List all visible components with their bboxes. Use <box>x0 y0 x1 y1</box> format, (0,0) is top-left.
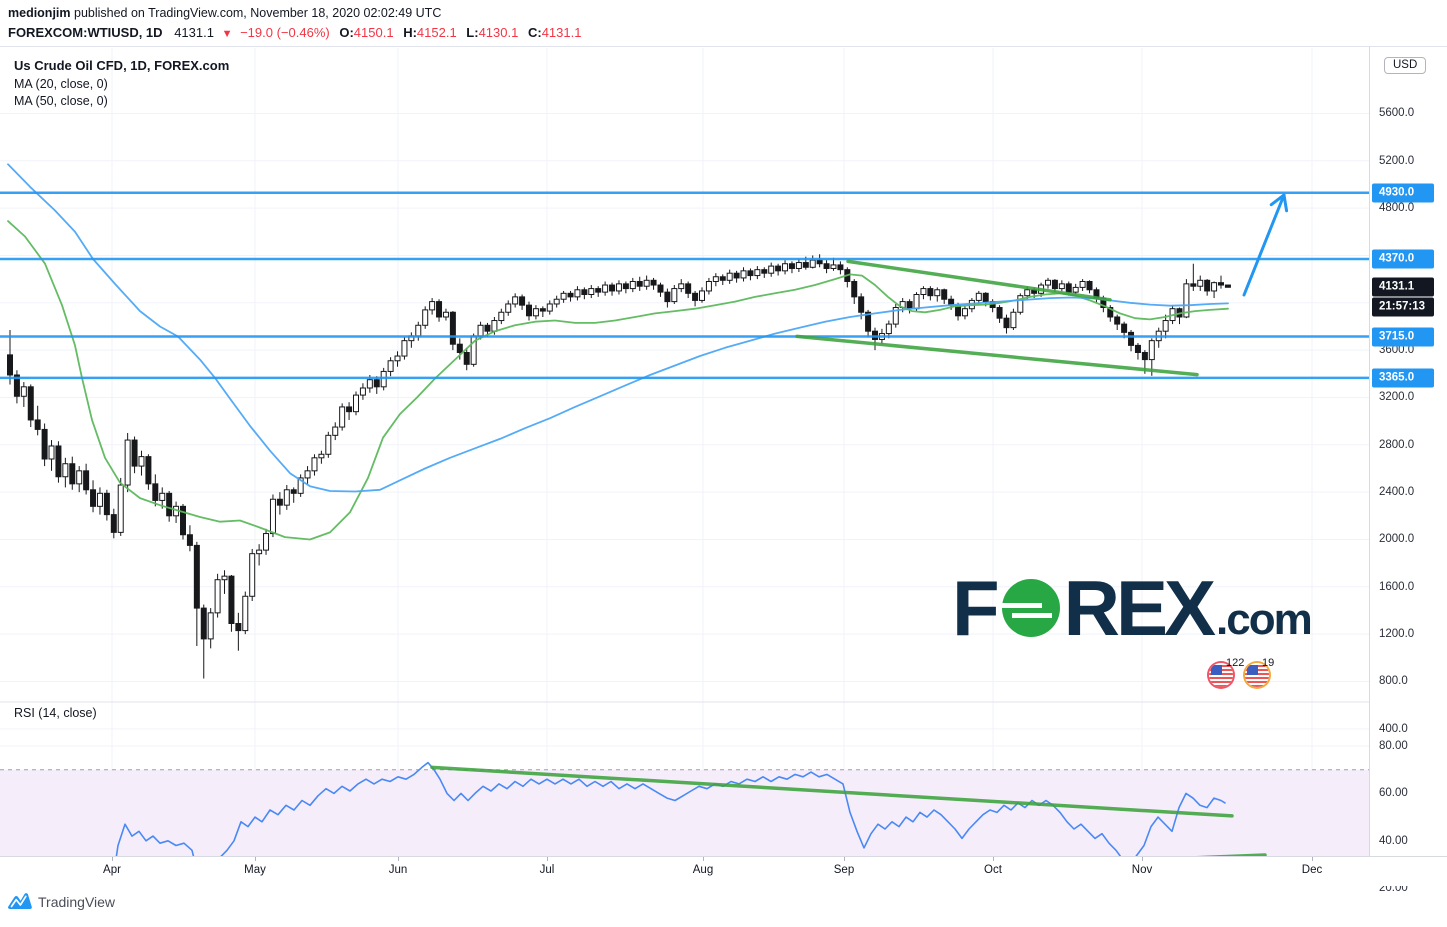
price-tick-label: 400.0 <box>1379 722 1408 735</box>
ma20-legend[interactable]: MA (20, close, 0) <box>14 77 108 91</box>
price-tick-label: 1200.0 <box>1379 628 1415 641</box>
time-axis[interactable]: Apr May Jun Jul Aug Sep Oct Nov Dec <box>0 856 1447 886</box>
price-tick-label: 2400.0 <box>1379 486 1415 499</box>
month-label: Jun <box>388 864 408 876</box>
month-label: Sep <box>833 864 855 876</box>
month-label: May <box>244 864 266 876</box>
price-axis[interactable]: USD 5600.0 5200.0 4800.0 3600.0 3200.0 2800.0… <box>1369 47 1447 894</box>
open-label: O: <box>339 25 354 40</box>
us-flag-icon <box>1209 663 1233 687</box>
level-price-badge: 4370.0 <box>1372 249 1434 269</box>
price-tick-label: 5600.0 <box>1379 107 1415 120</box>
price-tick-label: 2000.0 <box>1379 533 1415 546</box>
countdown-badge: 21:57:13 <box>1372 297 1434 317</box>
month-tick-mark <box>255 857 256 861</box>
month-tick-mark <box>547 857 548 861</box>
rsi-tick-label: 80.00 <box>1379 740 1408 752</box>
price-tick-label: 4800.0 <box>1379 202 1415 215</box>
us-flag-reaction[interactable]: 122 <box>1209 657 1244 687</box>
month-tick-mark <box>703 857 704 861</box>
watermark-f: F <box>952 564 1000 652</box>
tradingview-mountain-icon <box>8 893 32 909</box>
price-and-rsi-panes[interactable] <box>0 47 1369 886</box>
level-price-badge: 3365.0 <box>1372 368 1434 388</box>
tradingview-wordmark: TradingView <box>38 893 116 910</box>
watermark-rex: REX <box>1063 564 1216 652</box>
price-tick-label: 1600.0 <box>1379 580 1415 593</box>
month-label: Nov <box>1131 864 1153 876</box>
tradingview-logo[interactable]: TradingView <box>8 893 115 910</box>
close-value: 4131.1 <box>541 25 582 40</box>
price-tick-label: 5200.0 <box>1379 154 1415 167</box>
footer: TradingView <box>0 886 1447 927</box>
symbol-row: FOREXCOM:WTIUSD, 1D 4131.1 ▼ −19.0 (−0.4… <box>8 25 581 40</box>
low-value: 4130.1 <box>478 25 519 40</box>
rsi-legend[interactable]: RSI (14, close) <box>14 706 97 720</box>
month-tick-mark <box>1312 857 1313 861</box>
us-flag-icon <box>1245 663 1269 687</box>
reaction-badges: 122 19 <box>1209 657 1274 687</box>
price-tick-label: 800.0 <box>1379 675 1408 688</box>
pane-legend: Us Crude Oil CFD, 1D, FOREX.com MA (20, … <box>14 58 229 111</box>
month-label: Jul <box>539 864 555 876</box>
price-tick-label: 3200.0 <box>1379 391 1415 404</box>
author-name: medionjim <box>8 6 71 20</box>
last-price: 4131.1 <box>174 25 214 40</box>
month-label: Aug <box>692 864 714 876</box>
month-tick-mark <box>844 857 845 861</box>
month-tick-mark <box>993 857 994 861</box>
month-label: Apr <box>103 864 121 876</box>
month-tick-mark <box>112 857 113 861</box>
forex-com-watermark: F REX .com <box>952 564 1313 652</box>
open-value: 4150.1 <box>353 25 394 40</box>
chart-title: Us Crude Oil CFD, 1D, FOREX.com <box>14 58 230 73</box>
price-tick-label: 3600.0 <box>1379 344 1415 357</box>
ma50-legend[interactable]: MA (50, close, 0) <box>14 94 108 108</box>
currency-toggle-button[interactable]: USD <box>1384 57 1427 74</box>
rsi-tick-label: 60.00 <box>1379 787 1408 800</box>
level-price-badge: 3715.0 <box>1372 327 1434 346</box>
chart-area[interactable]: Us Crude Oil CFD, 1D, FOREX.com MA (20, … <box>0 47 1447 894</box>
price-tick-label: 2800.0 <box>1379 438 1415 451</box>
publish-info: medionjim published on TradingView.com, … <box>8 6 441 20</box>
us-flag-reaction[interactable]: 19 <box>1245 657 1274 687</box>
high-value: 4152.1 <box>416 25 457 40</box>
header: medionjim published on TradingView.com, … <box>0 0 1447 47</box>
symbol-name: FOREXCOM:WTIUSD, 1D <box>8 25 163 40</box>
month-label: Dec <box>1301 864 1323 876</box>
month-tick-mark <box>398 857 399 861</box>
down-triangle-icon: ▼ <box>221 28 233 40</box>
month-label: Oct <box>984 864 1002 876</box>
last-price-badge: 4131.1 <box>1372 277 1434 297</box>
publish-text: published on TradingView.com, November 1… <box>70 6 442 20</box>
close-label: C: <box>527 25 542 40</box>
price-change: −19.0 (−0.46%) <box>240 25 330 40</box>
reaction-count: 122 <box>1226 657 1245 669</box>
reaction-count: 19 <box>1262 657 1275 669</box>
rsi-tick-label: 40.00 <box>1379 834 1408 847</box>
forex-coin-icon <box>995 579 1060 638</box>
watermark-dotcom: .com <box>1216 594 1313 644</box>
high-label: H: <box>403 25 417 40</box>
low-label: L: <box>466 25 479 40</box>
level-price-badge: 4930.0 <box>1372 183 1434 203</box>
month-tick-mark <box>1142 857 1143 861</box>
